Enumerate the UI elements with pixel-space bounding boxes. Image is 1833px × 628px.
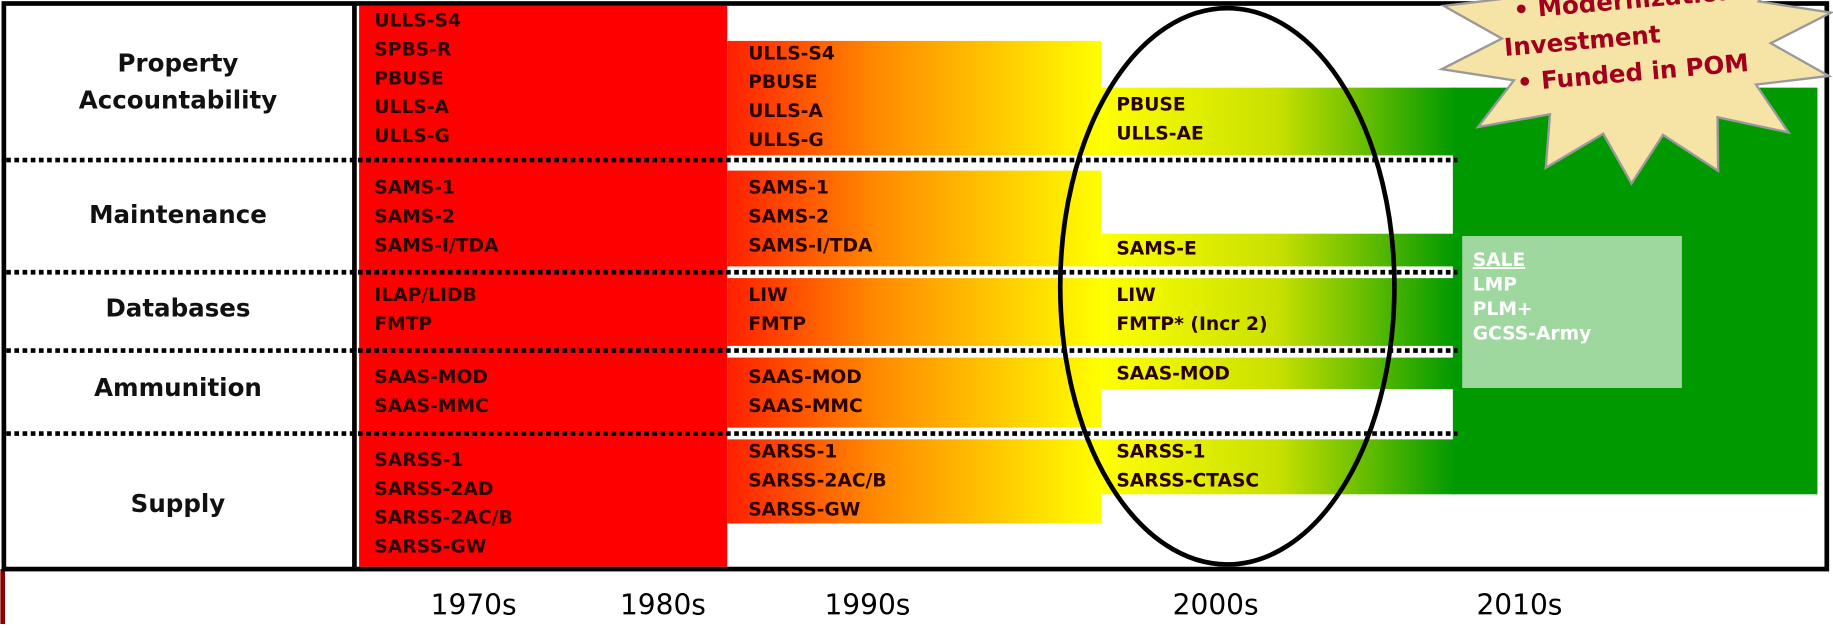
system-item: PBUSE <box>748 72 817 93</box>
system-item: ILAP/LIDB <box>374 285 476 306</box>
decade-label: 2000s <box>1173 588 1259 621</box>
system-item: SARSS-1 <box>374 450 463 471</box>
system-item: ULLS-S4 <box>374 11 461 32</box>
callout-burst <box>1437 0 1833 186</box>
system-item: ULLS-A <box>374 97 449 118</box>
row-label: Property <box>118 48 239 77</box>
row-separators <box>6 157 1458 436</box>
era-1970s-block <box>359 5 728 567</box>
modern-systems-box <box>1462 236 1682 388</box>
system-item: SAMS-2 <box>748 206 829 227</box>
frame <box>1 1 1830 572</box>
system-item: FMTP* (Incr 2) <box>1116 314 1267 335</box>
modern-system: LMP <box>1473 275 1517 296</box>
system-item: SARSS-2AC/B <box>374 508 512 529</box>
system-item: SARSS-2AD <box>374 479 493 500</box>
focus-ellipse <box>1057 5 1397 567</box>
era-2000s-blocks <box>1101 87 1456 495</box>
system-item: SAAS-MMC <box>748 396 863 417</box>
row-label: Supply <box>131 489 226 518</box>
modern-system: SALE <box>1473 250 1526 271</box>
system-item: LIW <box>1116 285 1156 306</box>
system-item: SPBS-R <box>374 39 452 60</box>
system-item: LIW <box>748 285 788 306</box>
row-label: Ammunition <box>94 373 262 402</box>
system-item: SAMS-1 <box>748 178 829 199</box>
system-item: ULLS-G <box>374 126 450 147</box>
decade-label: 1980s <box>620 588 706 621</box>
system-item: SAAS-MOD <box>374 367 488 388</box>
era-1990s-blocks <box>727 40 1102 524</box>
modern-system: GCSS-Army <box>1473 324 1592 345</box>
system-item: SAAS-MOD <box>748 367 862 388</box>
system-item: SAMS-1 <box>374 178 455 199</box>
system-item: SAAS-MMC <box>374 396 489 417</box>
system-item: PBUSE <box>1116 95 1185 116</box>
system-item: SAMS-E <box>1116 238 1197 259</box>
system-item: SAMS-I/TDA <box>374 235 499 256</box>
system-item: SAMS-2 <box>374 206 455 227</box>
system-item: ULLS-AE <box>1116 124 1203 145</box>
system-item: ULLS-S4 <box>748 43 835 64</box>
decade-label: 2010s <box>1476 588 1562 621</box>
system-item: SAAS-MOD <box>1116 363 1230 384</box>
system-item: FMTP <box>748 314 806 335</box>
system-item: SARSS-CTASC <box>1116 471 1259 492</box>
system-item: ULLS-G <box>748 130 824 151</box>
row-label: Maintenance <box>89 200 267 229</box>
system-item: FMTP <box>374 314 432 335</box>
row-label: Databases <box>105 294 250 323</box>
system-item: SARSS-2AC/B <box>748 471 886 492</box>
modern-system: PLM+ <box>1473 299 1533 320</box>
decade-label: 1990s <box>824 588 910 621</box>
edge-strip <box>0 569 6 624</box>
system-item: SARSS-1 <box>748 442 837 463</box>
system-item: SARSS-GW <box>374 536 486 557</box>
system-item: ULLS-A <box>748 101 823 122</box>
system-item: SARSS-1 <box>1116 442 1205 463</box>
row-label: Accountability <box>79 86 278 115</box>
system-item: PBUSE <box>374 68 443 89</box>
decade-label: 1970s <box>431 588 517 621</box>
system-item: SARSS-GW <box>748 499 860 520</box>
system-item: SAMS-I/TDA <box>748 235 873 256</box>
